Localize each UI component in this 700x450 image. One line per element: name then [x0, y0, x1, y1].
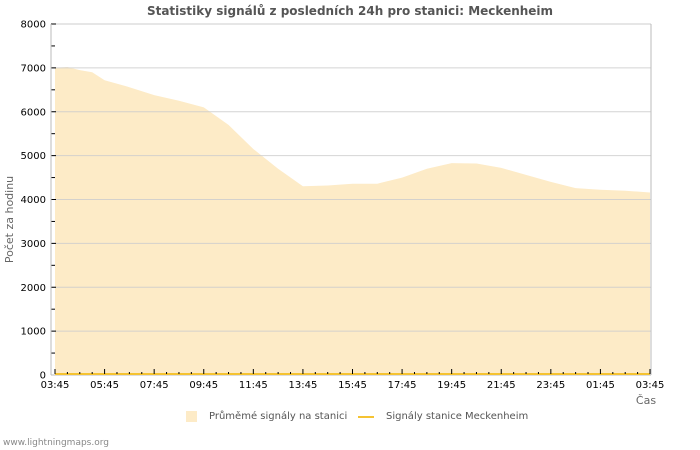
- legend-area-swatch-icon: [186, 411, 197, 422]
- y-tick-label: 6000: [21, 107, 46, 118]
- y-tick-label: 3000: [21, 239, 46, 250]
- legend-line-swatch-icon: [358, 415, 374, 418]
- y-tick-label: 2000: [21, 283, 46, 294]
- legend-item-station[interactable]: Signály stanice Meckenheim: [358, 411, 528, 422]
- y-axis-label: Počet za hodinu: [3, 176, 16, 263]
- legend-label-average: Průměmé signály na stanici: [209, 411, 348, 422]
- y-tick-label: 8000: [21, 20, 46, 31]
- x-tick-label: 01:45: [586, 380, 615, 391]
- y-tick-label: 7000: [21, 63, 46, 74]
- x-tick-label: 17:45: [388, 380, 417, 391]
- x-tick-label: 03:45: [636, 380, 665, 391]
- x-tick-label: 07:45: [140, 380, 169, 391]
- y-tick-label: 4000: [21, 195, 46, 206]
- legend-item-average[interactable]: Průměmé signály na stanici: [186, 411, 347, 422]
- footer-credit: www.lightningmaps.org: [3, 438, 109, 448]
- x-tick-label: 21:45: [487, 380, 516, 391]
- y-tick-label: 1000: [21, 327, 46, 338]
- x-tick-label: 11:45: [239, 380, 268, 391]
- average-signals-area: [55, 67, 650, 375]
- y-tick-label: 5000: [21, 151, 46, 162]
- x-tick-label: 09:45: [189, 380, 218, 391]
- x-tick-label: 03:45: [41, 380, 70, 391]
- x-tick-label: 15:45: [338, 380, 367, 391]
- chart-title: Statistiky signálů z posledních 24h pro …: [146, 4, 554, 18]
- legend-label-station: Signály stanice Meckenheim: [386, 411, 529, 422]
- x-tick-label: 19:45: [437, 380, 466, 391]
- y-tick-label: 0: [40, 371, 46, 382]
- x-tick-label: 05:45: [90, 380, 119, 391]
- x-tick-label: 13:45: [289, 380, 318, 391]
- x-axis-label: Čas: [636, 394, 656, 407]
- x-tick-label: 23:45: [536, 380, 565, 391]
